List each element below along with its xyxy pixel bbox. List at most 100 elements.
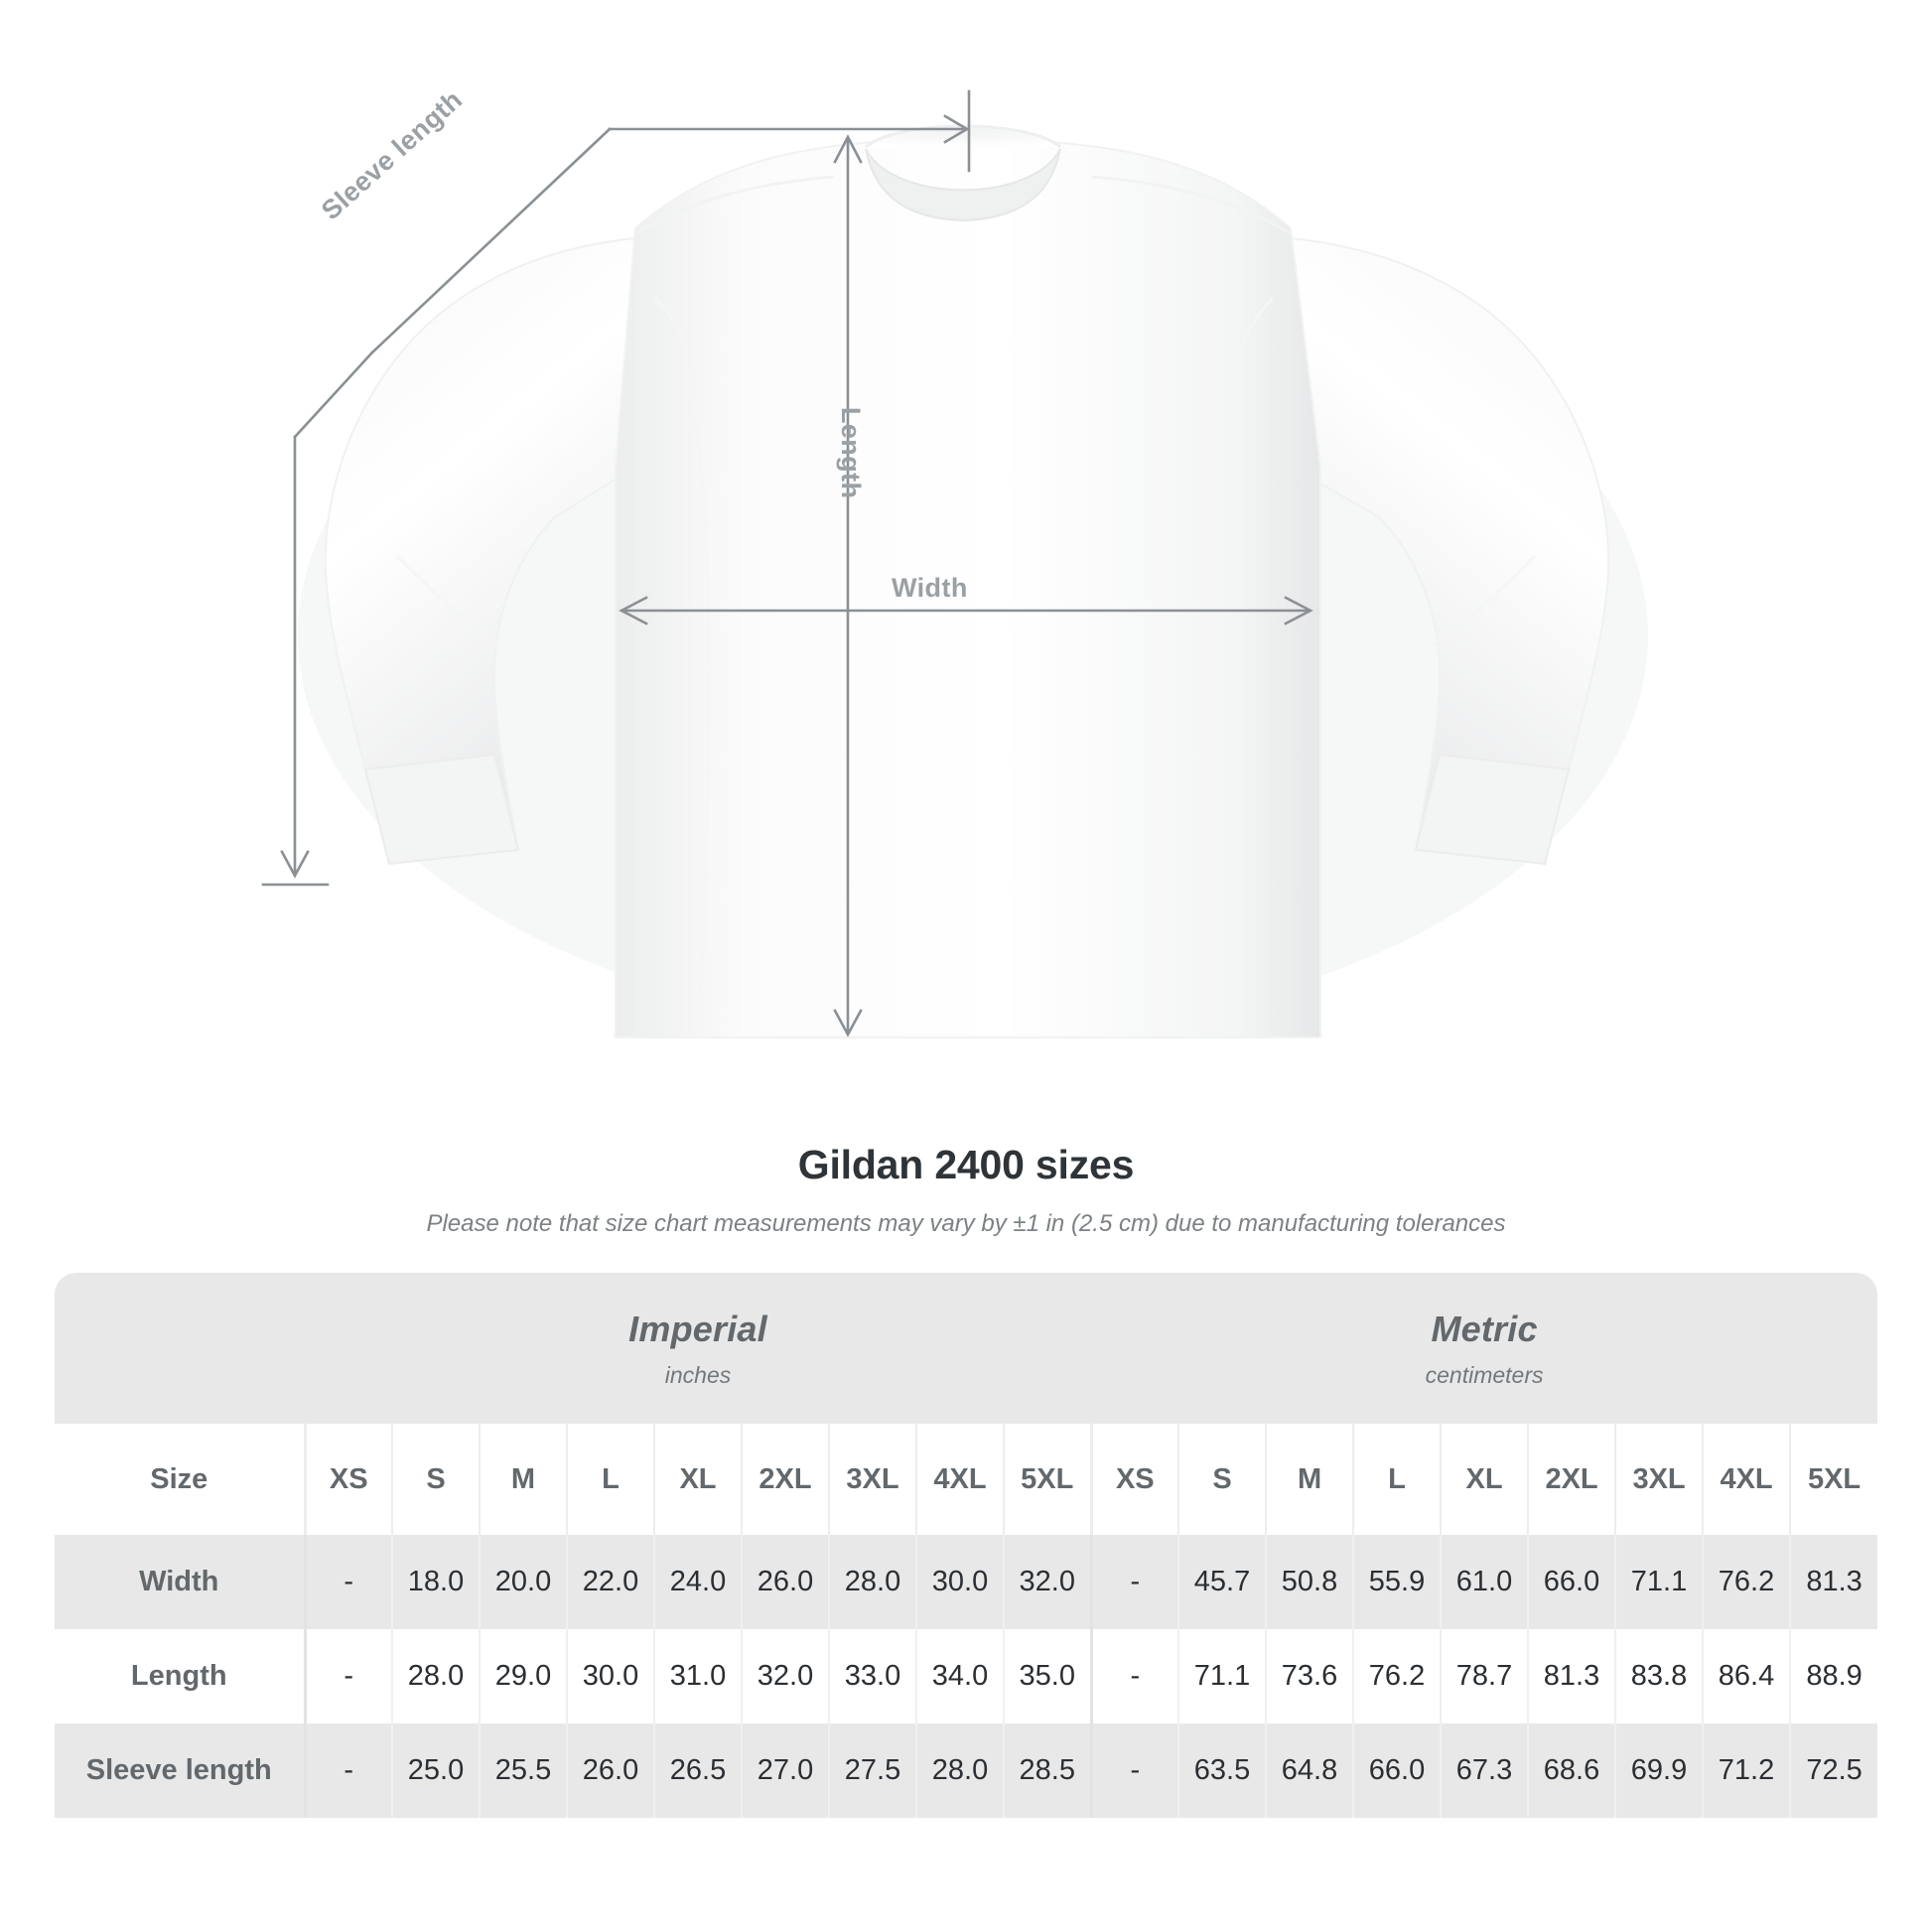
width-metric-s: 45.7: [1177, 1535, 1267, 1629]
unit-metric-cell: Metric centimeters: [1091, 1273, 1878, 1424]
header-imperial-xs: XS: [303, 1424, 392, 1535]
length-imperial-l: 30.0: [566, 1629, 654, 1724]
unit-imperial-sub: inches: [664, 1361, 732, 1388]
size-header-row: Size XS S M L XL 2XL 3XL 4XL 5XL XS S M …: [55, 1424, 1878, 1535]
width-imperial-xs: -: [303, 1535, 392, 1629]
tolerance-note: Please note that size chart measurements…: [426, 1210, 1506, 1237]
length-metric-2xl: 81.3: [1527, 1629, 1616, 1724]
unit-band-spacer: [55, 1273, 305, 1424]
width-imperial-xl: 24.0: [653, 1535, 742, 1629]
length-imperial-m: 29.0: [479, 1629, 567, 1724]
sleeve-metric-m: 64.8: [1265, 1724, 1354, 1818]
header-metric-xl: XL: [1440, 1424, 1529, 1535]
length-imperial-xl: 31.0: [653, 1629, 742, 1724]
left-shoulder-seam: [634, 175, 835, 235]
header-imperial-m: M: [479, 1424, 567, 1535]
header-imperial-l: L: [566, 1424, 654, 1535]
row-label-length: Length: [55, 1629, 305, 1724]
size-table-container: Imperial inches Metric centimeters Size …: [55, 1273, 1878, 1818]
length-metric-s: 71.1: [1177, 1629, 1267, 1724]
length-imperial-5xl: 35.0: [1002, 1629, 1092, 1724]
width-metric-3xl: 71.1: [1614, 1535, 1704, 1629]
width-metric-2xl: 66.0: [1527, 1535, 1616, 1629]
width-metric-m: 50.8: [1265, 1535, 1354, 1629]
sleeve-metric-xl: 67.3: [1440, 1724, 1529, 1818]
header-imperial-3xl: 3XL: [828, 1424, 916, 1535]
length-imperial-s: 28.0: [391, 1629, 480, 1724]
width-metric-4xl: 76.2: [1702, 1535, 1791, 1629]
header-metric-m: M: [1265, 1424, 1354, 1535]
dimension-lines: [261, 89, 1313, 1037]
header-imperial-5xl: 5XL: [1002, 1424, 1092, 1535]
fabric-folds: [395, 296, 1537, 994]
header-metric-4xl: 4XL: [1702, 1424, 1791, 1535]
sleeve-diagonal-run: [370, 127, 612, 354]
unit-metric-name: Metric: [1431, 1308, 1538, 1349]
sleeve-imperial-3xl: 27.5: [828, 1724, 916, 1818]
sleeve-arrowhead-right: [943, 114, 970, 144]
width-imperial-3xl: 28.0: [828, 1535, 916, 1629]
width-metric-xs: -: [1089, 1535, 1179, 1629]
unit-imperial-cell: Imperial inches: [305, 1273, 1092, 1424]
width-imperial-s: 18.0: [391, 1535, 480, 1629]
unit-band-row: Imperial inches Metric centimeters: [55, 1273, 1878, 1424]
width-metric-l: 55.9: [1352, 1535, 1442, 1629]
left-cuff: [363, 753, 520, 866]
header-metric-s: S: [1177, 1424, 1267, 1535]
sleeve-metric-l: 66.0: [1352, 1724, 1442, 1818]
header-metric-5xl: 5XL: [1789, 1424, 1878, 1535]
length-guide: [833, 134, 863, 1037]
header-metric-3xl: 3XL: [1614, 1424, 1704, 1535]
width-metric-xl: 61.0: [1440, 1535, 1529, 1629]
sleeve-imperial-2xl: 27.0: [741, 1724, 829, 1818]
sleeve-bend: [293, 350, 374, 439]
sleeve-imperial-l: 26.0: [566, 1724, 654, 1818]
right-sleeve: [1290, 236, 1610, 866]
sleeve-metric-4xl: 71.2: [1702, 1724, 1791, 1818]
table-row-sleeve-length: Sleeve length - 25.0 25.5 26.0 26.5 27.0…: [55, 1724, 1878, 1818]
unit-imperial-name: Imperial: [628, 1308, 767, 1349]
length-metric-3xl: 83.8: [1614, 1629, 1704, 1724]
length-metric-5xl: 88.9: [1789, 1629, 1878, 1724]
sleeve-length-guide: [261, 89, 971, 887]
width-imperial-m: 20.0: [479, 1535, 567, 1629]
sleeve-imperial-s: 25.0: [391, 1724, 480, 1818]
length-imperial-2xl: 32.0: [741, 1629, 829, 1724]
length-label: Length: [836, 407, 866, 499]
table-row-length: Length - 28.0 29.0 30.0 31.0 32.0 33.0 3…: [55, 1629, 1878, 1724]
sleeve-imperial-m: 25.5: [479, 1724, 567, 1818]
header-imperial-xl: XL: [653, 1424, 742, 1535]
width-imperial-5xl: 32.0: [1002, 1535, 1092, 1629]
header-imperial-4xl: 4XL: [915, 1424, 1004, 1535]
length-arrowhead-down: [833, 1009, 863, 1037]
garment-svg: [261, 89, 1610, 1038]
garment-illustration: Sleeve length Length Width: [261, 84, 1610, 1038]
length-metric-xs: -: [1089, 1629, 1179, 1724]
length-metric-xl: 78.7: [1440, 1629, 1529, 1724]
width-imperial-2xl: 26.0: [741, 1535, 829, 1629]
shirt-body: [615, 137, 1321, 1038]
row-label-width: Width: [55, 1535, 305, 1629]
header-metric-xs: XS: [1089, 1424, 1179, 1535]
length-metric-4xl: 86.4: [1702, 1629, 1791, 1724]
header-metric-l: L: [1352, 1424, 1442, 1535]
left-sleeve: [324, 236, 636, 866]
sleeve-imperial-4xl: 28.0: [915, 1724, 1004, 1818]
sleeve-arrowhead-down: [280, 850, 310, 879]
sleeve-metric-5xl: 72.5: [1789, 1724, 1878, 1818]
width-label: Width: [892, 573, 968, 603]
page-title: Gildan 2400 sizes: [797, 1142, 1135, 1187]
sleeve-metric-3xl: 69.9: [1614, 1724, 1704, 1818]
chart-caption: Gildan 2400 sizes Please note that size …: [0, 1122, 1932, 1238]
width-imperial-4xl: 30.0: [915, 1535, 1004, 1629]
sleeve-imperial-xl: 26.5: [653, 1724, 742, 1818]
width-metric-5xl: 81.3: [1789, 1535, 1878, 1629]
header-metric-2xl: 2XL: [1527, 1424, 1616, 1535]
right-cuff: [1414, 753, 1571, 866]
length-imperial-3xl: 33.0: [828, 1629, 916, 1724]
sleeve-imperial-xs: -: [303, 1724, 392, 1818]
width-guide: [619, 596, 1313, 625]
sleeve-metric-xs: -: [1089, 1724, 1179, 1818]
length-metric-l: 76.2: [1352, 1629, 1442, 1724]
